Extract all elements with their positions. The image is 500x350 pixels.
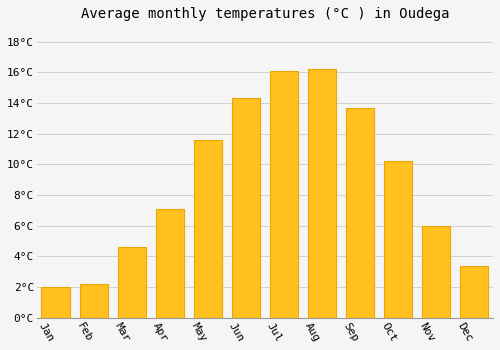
Bar (156, 209, 184, 318)
Title: Average monthly temperatures (°C ) in Oudega: Average monthly temperatures (°C ) in Ou… (80, 7, 449, 21)
Bar (42, 287, 70, 318)
Bar (460, 266, 488, 318)
Bar (80, 284, 108, 318)
Bar (194, 140, 222, 318)
Bar (232, 98, 260, 318)
Bar (346, 107, 374, 318)
Bar (118, 247, 146, 318)
Bar (384, 161, 412, 318)
Bar (422, 226, 450, 318)
Bar (308, 69, 336, 318)
Bar (270, 71, 298, 318)
